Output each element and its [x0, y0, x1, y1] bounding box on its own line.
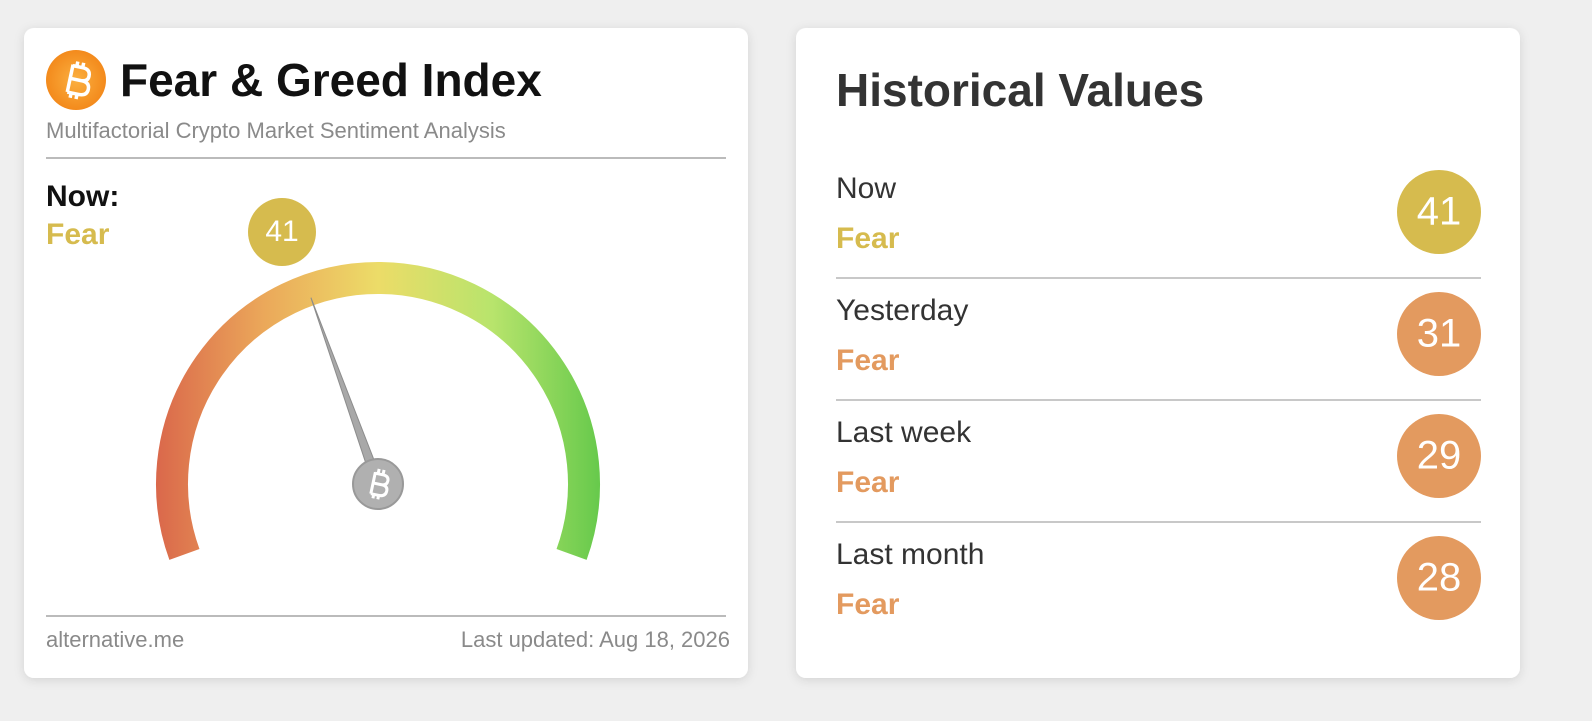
classification: Fear [46, 218, 110, 251]
row-label: Last week [836, 416, 972, 449]
history-title: Historical Values [836, 64, 1204, 116]
value-text: 41 [265, 215, 298, 248]
value-badge [248, 198, 316, 266]
history-card [796, 28, 1520, 678]
row-badge [1397, 170, 1481, 254]
row-value: 28 [1417, 556, 1462, 600]
row-label: Now [836, 172, 896, 205]
row-classification: Fear [836, 344, 900, 377]
row-badge [1397, 536, 1481, 620]
row-classification: Fear [836, 222, 900, 255]
row-value: 41 [1417, 190, 1462, 234]
last-updated: Last updated: Aug 18, 2026 [461, 627, 730, 652]
row-label: Last month [836, 538, 984, 571]
row-value: 29 [1417, 434, 1462, 478]
row-label: Yesterday [836, 294, 968, 327]
row-badge [1397, 414, 1481, 498]
row-badge [1397, 292, 1481, 376]
row-classification: Fear [836, 466, 900, 499]
now-label: Now: [46, 180, 119, 213]
gauge-arc [156, 262, 600, 560]
row-value: 31 [1417, 312, 1462, 356]
source: alternative.me [46, 627, 184, 652]
bitcoin-glyph [65, 61, 91, 100]
subtitle: Multifactorial Crypto Market Sentiment A… [46, 118, 506, 143]
row-classification: Fear [836, 588, 900, 621]
title: Fear & Greed Index [120, 54, 542, 106]
